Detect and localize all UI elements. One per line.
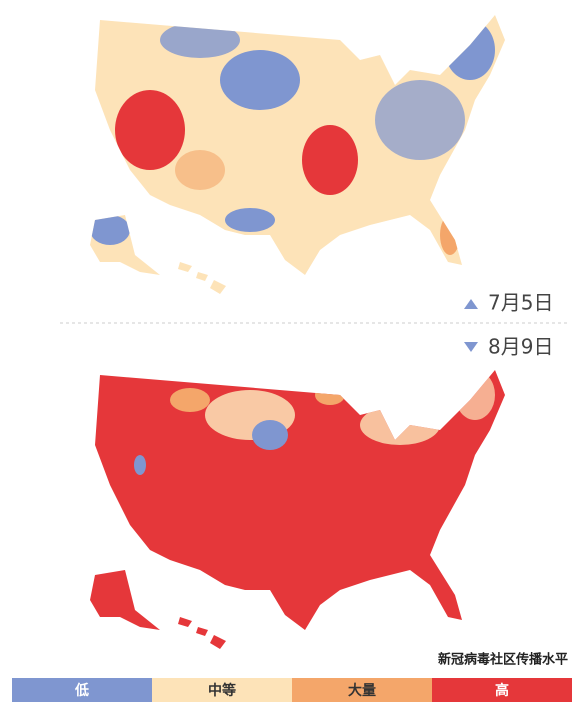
legend-swatch [152, 678, 292, 702]
legend-label: 低 [74, 682, 89, 699]
map-date: 7月5日 [488, 291, 553, 315]
map-date: 8月9日 [488, 335, 553, 359]
legend-label: 中等 [208, 682, 236, 699]
legend-swatch [12, 678, 152, 702]
legend-swatch [432, 678, 572, 702]
map-august [90, 370, 505, 649]
down-arrow [464, 342, 478, 352]
map-july [90, 15, 505, 294]
legend-title: 新冠病毒社区传播水平 [438, 652, 568, 668]
legend-label: 大量 [348, 682, 376, 699]
legend-swatch [292, 678, 432, 702]
up-arrow [464, 299, 478, 309]
legend: 低 中等 大量 高 [12, 678, 572, 702]
legend-label: 高 [495, 682, 509, 699]
